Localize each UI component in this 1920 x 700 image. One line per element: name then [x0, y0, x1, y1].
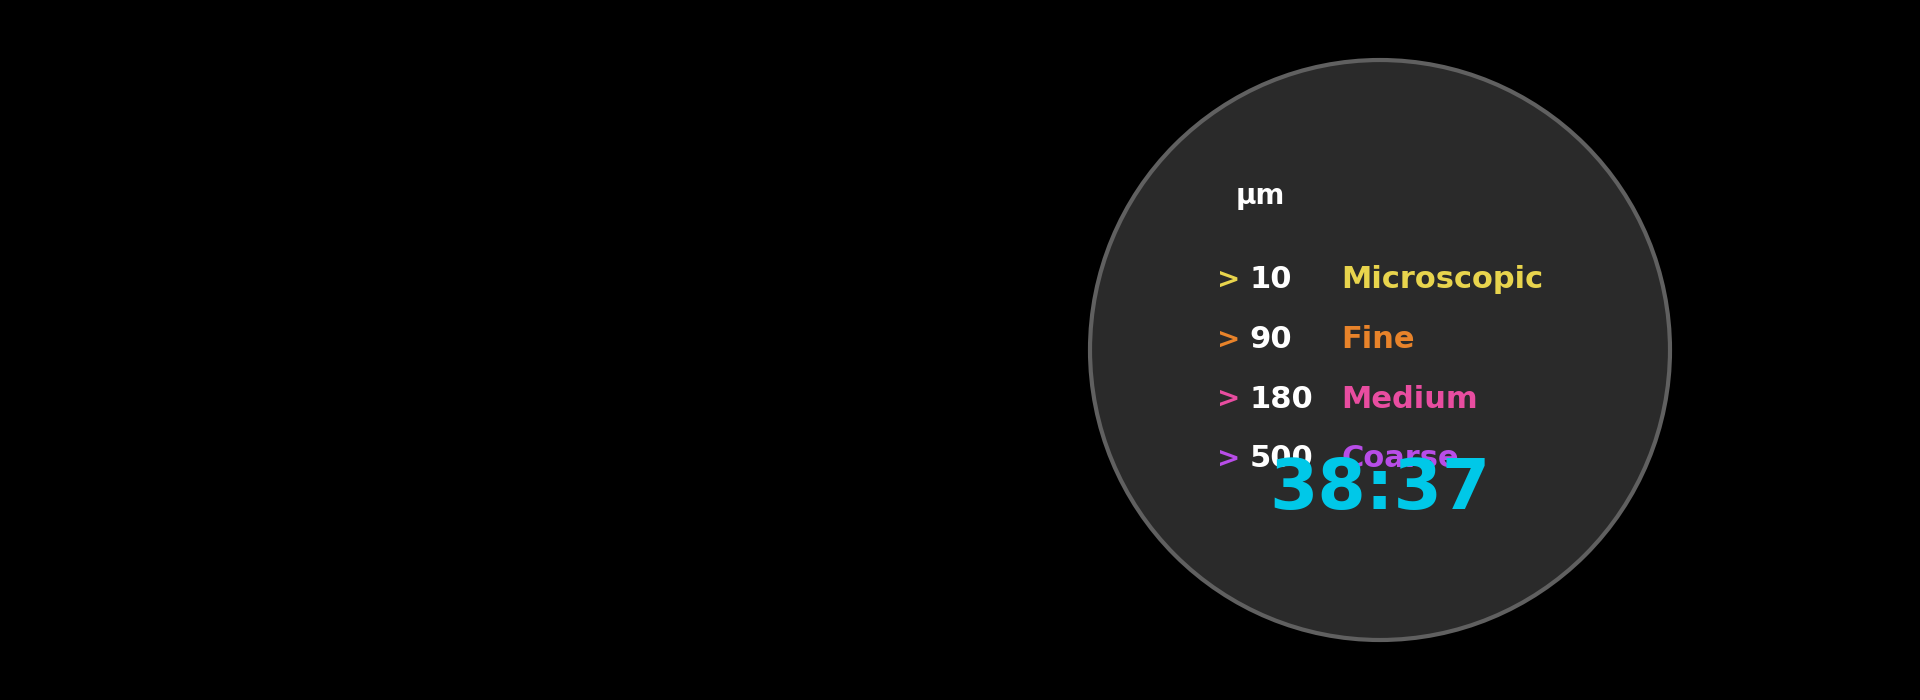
Text: 90: 90	[1250, 325, 1292, 354]
Text: Microscopic: Microscopic	[1342, 265, 1544, 295]
Ellipse shape	[1091, 60, 1670, 640]
Text: Medium: Medium	[1342, 384, 1478, 414]
Text: Fine: Fine	[1342, 325, 1415, 354]
Text: 180: 180	[1250, 384, 1313, 414]
Text: 500: 500	[1250, 444, 1313, 473]
Text: Coarse: Coarse	[1342, 444, 1459, 473]
Text: >: >	[1217, 326, 1240, 354]
Text: >: >	[1217, 266, 1240, 294]
Text: 10: 10	[1250, 265, 1292, 295]
Text: μm: μm	[1236, 182, 1284, 210]
Text: >: >	[1217, 385, 1240, 413]
Text: >: >	[1217, 444, 1240, 472]
Text: 38:37: 38:37	[1269, 456, 1490, 524]
